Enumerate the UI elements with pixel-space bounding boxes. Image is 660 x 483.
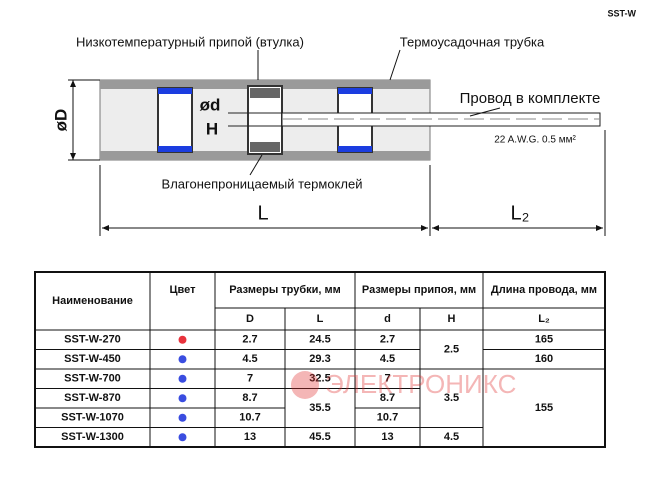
table-border [34, 271, 606, 448]
table-value: 3.5 [444, 392, 459, 404]
table-value: SST-W-1070 [61, 412, 124, 424]
subheader: L [317, 313, 324, 325]
color-dot [178, 394, 187, 403]
subheader: H [448, 313, 456, 325]
watermark-text: ЭЛЕКТРОНИКС [325, 369, 516, 399]
solder-diameter: ød [200, 95, 221, 114]
table-value: 2.5 [444, 343, 459, 355]
color-dot [178, 413, 187, 422]
solder-height: H [206, 119, 218, 138]
table-value: 13 [244, 431, 256, 443]
table-value: 10.7 [377, 412, 398, 424]
table-value: 4.5 [380, 353, 395, 365]
table-value: 2.7 [380, 334, 395, 346]
wire-spec: 22 A.W.G. 0.5 мм² [494, 135, 576, 146]
table-value: 32.5 [309, 373, 330, 385]
tube-label: Термоусадочная трубка [400, 34, 545, 49]
corner-label: SST-W [608, 8, 637, 18]
length-label: L [257, 202, 268, 224]
spec-table: Наименование Цвет Размеры трубки, мм Размер… [34, 271, 606, 448]
dimension-lines [68, 49, 606, 236]
glue-label: Влагонепроницаемый термоклей [162, 176, 363, 191]
header: Размеры трубки, мм [229, 284, 341, 296]
wire-length-label: L₂ [511, 202, 530, 224]
table-value: 4.5 [242, 353, 257, 365]
table-value: 24.5 [309, 334, 330, 346]
table-value: 7 [247, 373, 253, 385]
table-value: 4.5 [444, 431, 459, 443]
subheader: L₂ [538, 313, 550, 325]
subheader: D [246, 313, 254, 325]
table-value: 165 [535, 334, 553, 346]
table-value: 10.7 [239, 412, 260, 424]
table-value: SST-W-700 [64, 373, 121, 385]
solder-label: Низкотемпературный припой (втулка) [76, 34, 304, 49]
table-value: SST-W-870 [64, 392, 121, 404]
header: Цвет [169, 284, 196, 296]
table-value: 29.3 [309, 353, 330, 365]
table-value: 35.5 [309, 402, 330, 414]
table-value: 155 [535, 402, 553, 414]
table-value: 2.7 [242, 334, 257, 346]
header: Наименование [52, 295, 133, 307]
table-value: 8.7 [242, 392, 257, 404]
table-value: SST-W-270 [64, 334, 121, 346]
color-dot [178, 374, 187, 383]
watermark: ЭЛЕКТРОНИКС [291, 369, 516, 399]
table-value: 45.5 [309, 431, 330, 443]
header: Размеры припоя, мм [362, 284, 476, 296]
color-dot [178, 355, 187, 364]
header: Длина провода, мм [491, 284, 597, 296]
subheader: d [384, 313, 391, 325]
color-dot [178, 433, 187, 442]
color-dot [178, 335, 187, 344]
table-value: 160 [535, 353, 553, 365]
table-value: 8.7 [380, 392, 395, 404]
wire-label: Провод в комплекте [460, 90, 601, 107]
table-value: SST-W-450 [64, 353, 121, 365]
table-value: SST-W-1300 [61, 431, 124, 443]
table-value: 7 [384, 373, 390, 385]
outer-diameter: øD [51, 109, 70, 132]
tube-drawing [99, 79, 601, 161]
table-cell [149, 271, 216, 331]
table-value: 13 [381, 431, 393, 443]
